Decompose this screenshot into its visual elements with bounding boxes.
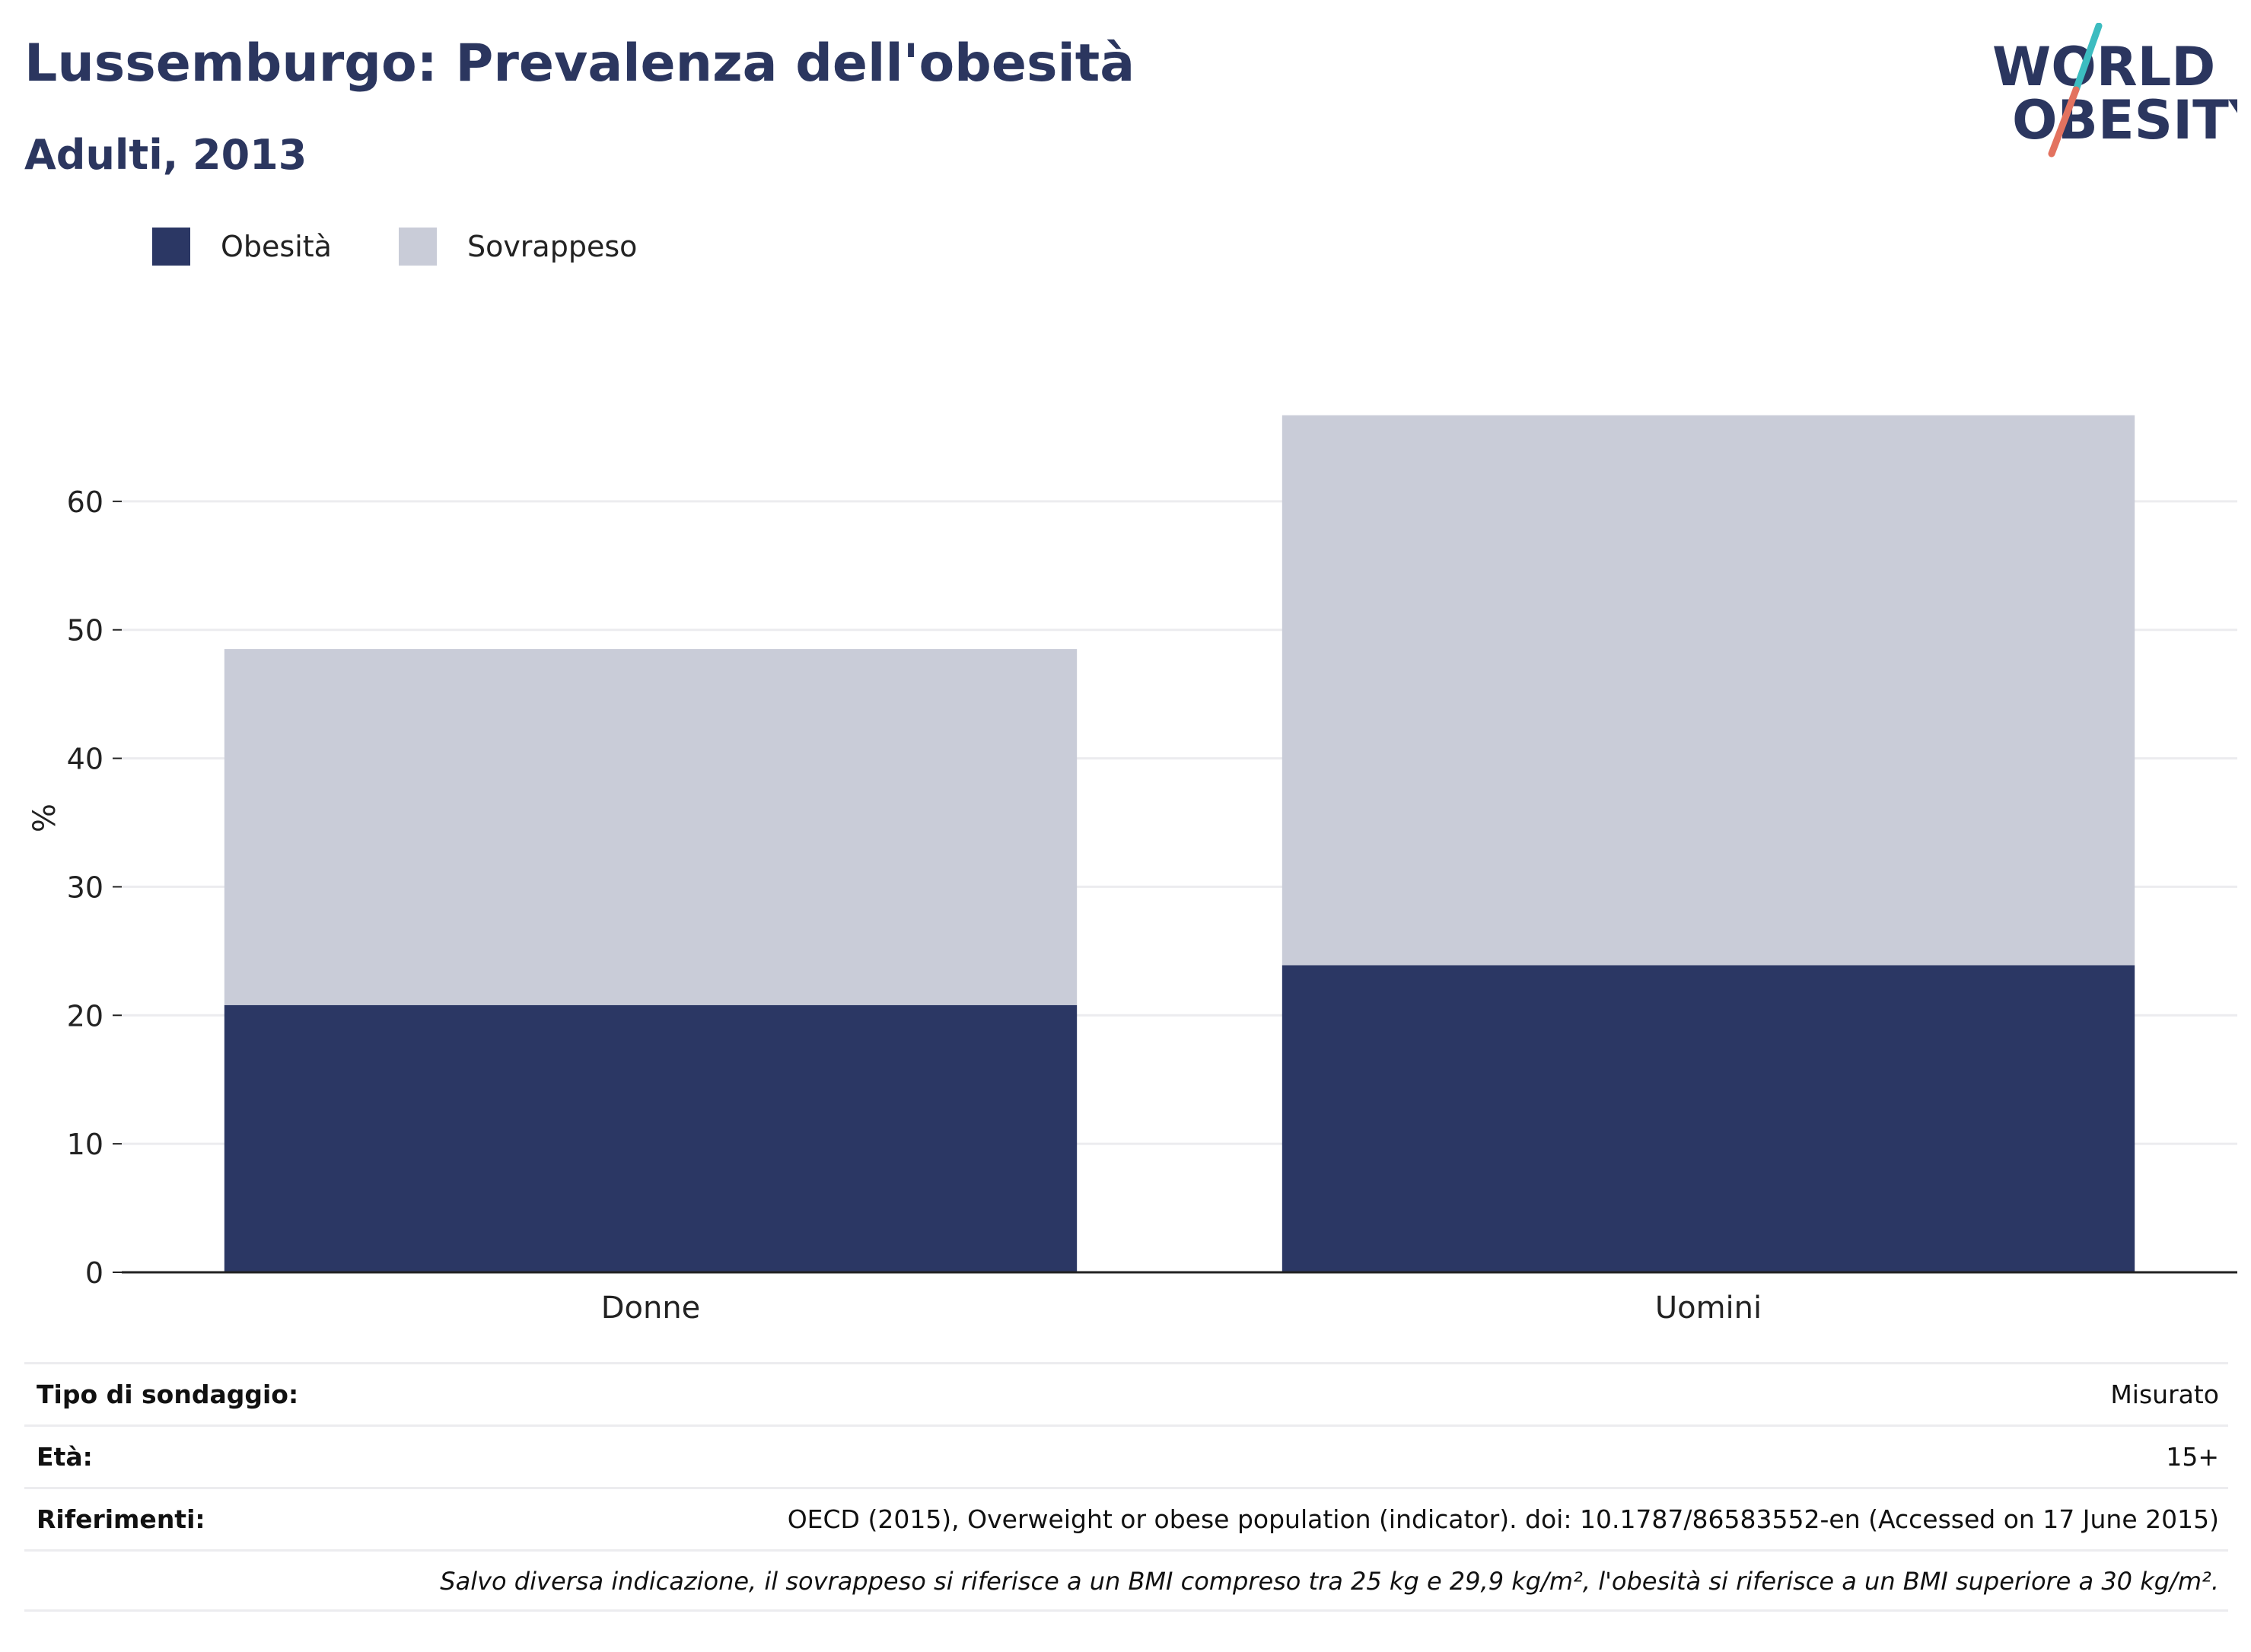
x-tick-label: Donne [601, 1291, 701, 1326]
logo-line-2: OBESITY [2012, 89, 2237, 151]
logo-slash-teal [2072, 23, 2103, 94]
legend-label-obesity: Obesità [221, 230, 332, 263]
legend-swatch-overweight [398, 228, 437, 266]
bar-obesity-uomini [1282, 965, 2135, 1272]
info-row-note: Salvo diversa indicazione, il sovrappeso… [24, 1549, 2228, 1612]
y-tick-label: 50 [67, 614, 103, 648]
info-table: Tipo di sondaggio: Misurato Età: 15+ Rif… [24, 1362, 2228, 1612]
info-label-survey-type: Tipo di sondaggio: [37, 1380, 299, 1409]
info-row-references: Riferimenti: OECD (2015), Overweight or … [24, 1487, 2228, 1549]
y-tick-label: 10 [67, 1128, 103, 1161]
chart-legend: Obesità Sovrappeso [152, 227, 704, 266]
info-label-references: Riferimenti: [37, 1504, 205, 1534]
info-value-references: OECD (2015), Overweight or obese populat… [787, 1504, 2219, 1534]
bar-obesity-donne [224, 1004, 1078, 1272]
legend-item-overweight[interactable]: Sovrappeso [398, 228, 638, 266]
y-tick-label: 60 [67, 485, 103, 519]
logo-slash-coral [2048, 86, 2080, 158]
info-value-survey-type: Misurato [2110, 1380, 2219, 1409]
y-tick-label: 40 [67, 743, 103, 776]
y-tick-label: 30 [67, 871, 103, 904]
y-tick-label: 20 [67, 999, 103, 1033]
y-axis-label: % [27, 804, 62, 832]
x-tick-label: Uomini [1655, 1291, 1762, 1326]
info-label-age: Età: [37, 1442, 93, 1472]
chart-title: Lussemburgo: Prevalenza dell'obesità [24, 33, 1135, 94]
y-tick-label: 0 [85, 1256, 103, 1290]
logo-line-1: WORLD [1992, 36, 2215, 98]
legend-label-overweight: Sovrappeso [466, 230, 638, 263]
legend-swatch-obesity [152, 228, 190, 266]
info-value-age: 15+ [2166, 1442, 2219, 1472]
info-row-survey-type: Tipo di sondaggio: Misurato [24, 1362, 2228, 1424]
info-row-age: Età: 15+ [24, 1424, 2228, 1487]
stacked-bar-chart: 0 10 20 30 40 50 60% Donne Uomini [27, 415, 2237, 1326]
bar-overweight-uomini [1282, 415, 2135, 966]
chart-subtitle: Adulti, 2013 [24, 131, 307, 179]
legend-item-obesity[interactable]: Obesità [152, 228, 332, 266]
info-note: Salvo diversa indicazione, il sovrappeso… [440, 1567, 2219, 1596]
bar-overweight-donne [224, 649, 1078, 1005]
world-obesity-logo: WORLD OBESITY [1992, 23, 2237, 158]
